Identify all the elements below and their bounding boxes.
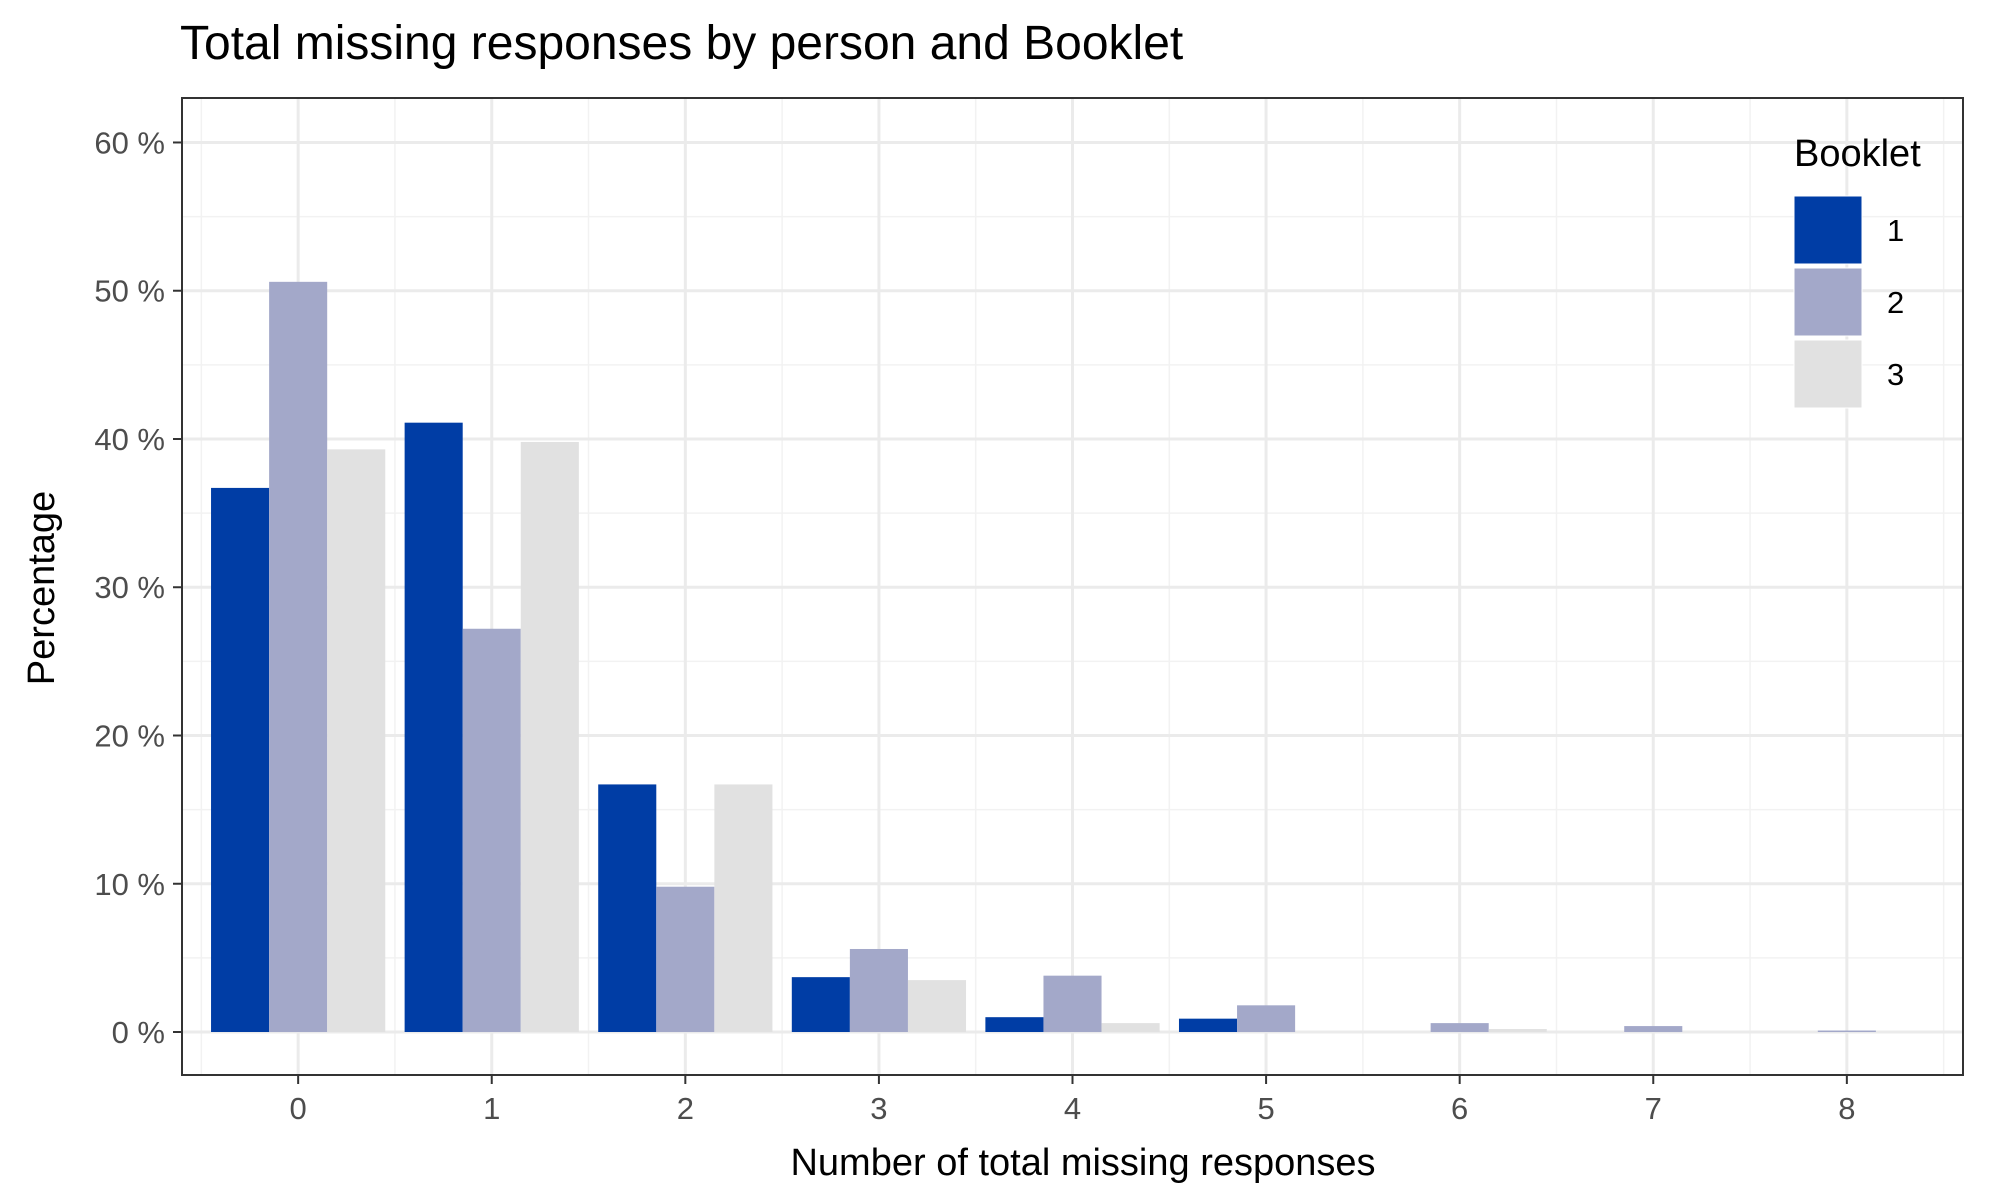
x-tick-label: 6 [1451, 1091, 1468, 1126]
y-tick-label: 10 % [94, 867, 165, 902]
bar-booklet-2-cat-0 [269, 281, 328, 1033]
x-tick-label: 2 [677, 1091, 694, 1126]
y-axis: 0 % 10 % 20 % 30 % 40 % 50 % 60 % [94, 125, 182, 1050]
x-axis: 0 1 2 3 4 5 6 7 8 [290, 1075, 1855, 1126]
x-axis-title: Number of total missing responses [790, 1142, 1375, 1184]
bar-booklet-2-cat-6 [1430, 1023, 1489, 1033]
x-tick-label: 1 [483, 1091, 500, 1126]
bar-booklet-2-cat-4 [1043, 975, 1102, 1033]
bar-booklet-3-cat-2 [714, 784, 773, 1033]
legend-key-3 [1793, 339, 1863, 409]
x-tick-label: 7 [1645, 1091, 1662, 1126]
bar-booklet-3-cat-4 [1101, 1023, 1160, 1033]
bar-booklet-1-cat-0 [211, 487, 270, 1033]
bar-booklet-2-cat-2 [656, 886, 715, 1033]
y-tick-label: 0 % [112, 1015, 165, 1050]
x-tick-label: 0 [290, 1091, 307, 1126]
bar-booklet-3-cat-0 [327, 449, 386, 1033]
y-tick-label: 30 % [94, 570, 165, 605]
bar-booklet-1-cat-1 [404, 422, 463, 1033]
y-tick-label: 40 % [94, 422, 165, 457]
legend-label: 3 [1887, 357, 1904, 392]
x-tick-label: 3 [870, 1091, 887, 1126]
legend-title: Booklet [1794, 133, 1921, 175]
bar-booklet-2-cat-1 [462, 628, 521, 1033]
legend: Booklet 1 2 3 [1793, 133, 1921, 409]
bar-booklet-2-cat-5 [1237, 1005, 1296, 1033]
legend-key-1 [1793, 195, 1863, 265]
legend-label: 1 [1887, 213, 1904, 248]
legend-label: 2 [1887, 285, 1904, 320]
bar-booklet-2-cat-3 [849, 948, 908, 1033]
bar-booklet-3-cat-6 [1488, 1029, 1547, 1033]
legend-key-2 [1793, 267, 1863, 337]
x-tick-label: 4 [1064, 1091, 1081, 1126]
bar-booklet-1-cat-3 [791, 977, 850, 1033]
y-tick-label: 20 % [94, 718, 165, 753]
bar-booklet-3-cat-3 [907, 980, 967, 1033]
y-axis-title: Percentage [21, 491, 63, 685]
bar-booklet-1-cat-5 [1178, 1018, 1238, 1033]
x-tick-label: 8 [1838, 1091, 1855, 1126]
bars [211, 281, 1876, 1033]
bar-booklet-2-cat-7 [1624, 1026, 1683, 1033]
x-tick-label: 5 [1257, 1091, 1274, 1126]
bar-booklet-3-cat-1 [520, 441, 579, 1033]
y-tick-label: 50 % [94, 274, 165, 309]
bar-booklet-1-cat-2 [598, 784, 657, 1033]
bar-booklet-2-cat-8 [1817, 1030, 1876, 1033]
chart-title: Total missing responses by person and Bo… [180, 17, 1183, 70]
bar-booklet-1-cat-4 [985, 1017, 1044, 1033]
y-tick-label: 60 % [94, 125, 165, 160]
